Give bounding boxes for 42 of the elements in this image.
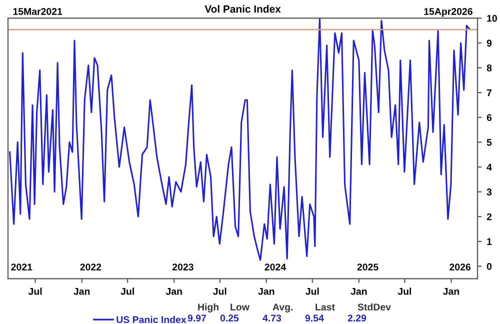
y-tick-label: 7	[486, 89, 492, 96]
x-tick-label: Jul	[398, 288, 412, 295]
line-series	[9, 18, 471, 261]
text: 2.29	[348, 314, 366, 322]
text: 4.73	[262, 314, 282, 322]
y-tick-label: 3	[486, 188, 492, 196]
x-tick-label: Jul	[306, 288, 319, 295]
y-tick-label: 0	[486, 262, 492, 270]
x2-tick-label: 2021	[11, 264, 32, 271]
y-tick-label: 4	[486, 164, 492, 171]
x-tick-label: Jan	[166, 288, 182, 295]
text: Avg.	[272, 304, 293, 312]
legend-label: US Panic Index	[116, 316, 186, 324]
x-tick-label: Jul	[212, 288, 226, 295]
text: Low	[230, 304, 250, 310]
text: 9.97	[188, 314, 206, 322]
text: 9.54	[305, 314, 324, 322]
x-tick-label: Jul	[120, 288, 134, 295]
y-tick-label: 6	[486, 114, 492, 121]
x-tick-label: Jan	[74, 288, 90, 295]
text: 15Mar2021	[13, 8, 62, 15]
y-tick-label: 8	[486, 64, 492, 72]
text: 0.25	[220, 314, 239, 322]
x2-tick-label: 2023	[172, 264, 194, 271]
x-tick-label: Jan	[442, 288, 459, 295]
y-tick-label: 9	[486, 40, 492, 47]
x2-tick-label: 2024	[264, 264, 286, 271]
x2-tick-label: 2025	[357, 264, 378, 271]
y-tick-label: 10	[487, 14, 497, 22]
chart-title: Vol Panic Index	[204, 5, 281, 13]
text: Last	[316, 304, 335, 310]
x2-tick-label: 2026	[450, 264, 471, 271]
x-tick-label: Jan	[258, 288, 274, 295]
text: High	[198, 303, 218, 312]
y-tick-label: 2	[486, 213, 492, 220]
text: StdDev	[358, 303, 391, 310]
y-tick-label: 1	[487, 238, 492, 245]
y-tick-label: 5	[486, 139, 492, 146]
x-tick-label: Jan	[350, 288, 367, 295]
x2-tick-label: 2022	[80, 264, 102, 271]
x-tick-label: Jul	[28, 288, 42, 295]
text: 15Apr2026	[424, 8, 472, 17]
